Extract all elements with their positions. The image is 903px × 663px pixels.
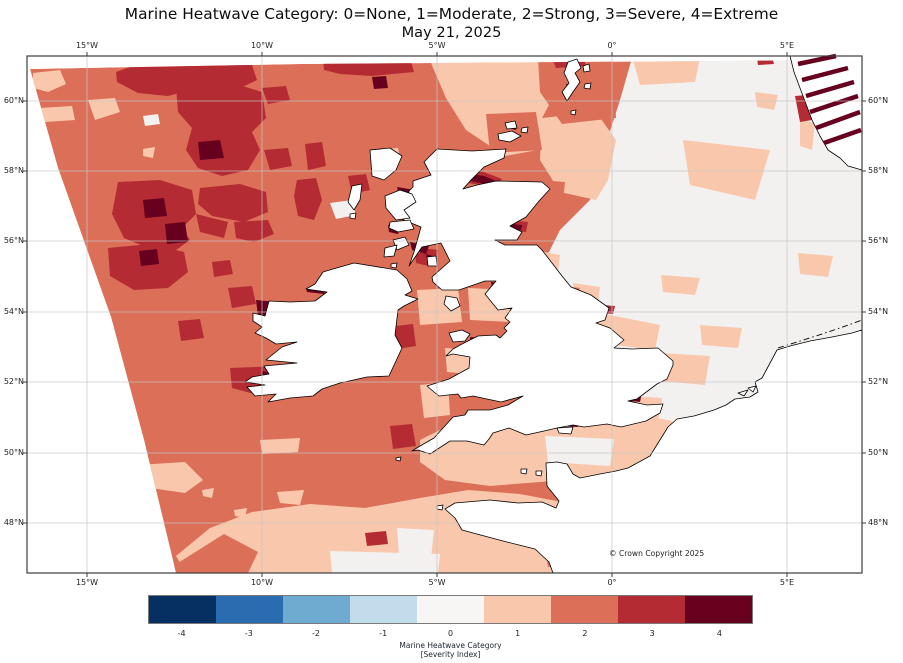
lat-tick-left: 52°N [3, 377, 24, 386]
colorbar-sublabel: [Severity Index] [420, 650, 481, 659]
colorbar-cell [484, 596, 551, 623]
lon-tick-bottom: 0° [607, 578, 617, 587]
colorbar-tick: 4 [716, 629, 722, 638]
lat-tick-left: 48°N [3, 518, 24, 527]
lat-tick-left: 58°N [3, 166, 24, 175]
map-norway-fjords [797, 53, 862, 146]
copyright-note: © Crown Copyright 2025 [609, 549, 705, 558]
colorbar-cell [618, 596, 685, 623]
colorbar-cell [216, 596, 283, 623]
colorbar-tick: -1 [379, 629, 388, 638]
lat-tick-right: 48°N [868, 518, 889, 527]
colorbar-tick: 2 [582, 629, 588, 638]
lat-tick-right: 54°N [868, 307, 889, 316]
colorbar-cell [685, 596, 752, 623]
map-land-continent [444, 329, 863, 574]
lat-tick-right: 50°N [868, 448, 889, 457]
colorbar-tick: -3 [244, 629, 253, 638]
colorbar-tick: 1 [515, 629, 521, 638]
colorbar-tick-labels: -4 -3 -2 -1 0 1 2 3 4 [148, 629, 753, 638]
lon-tick-bottom: 5°W [428, 578, 446, 587]
figure-title: Marine Heatwave Category: 0=None, 1=Mode… [124, 5, 779, 23]
lat-tick-left: 50°N [3, 448, 24, 457]
colorbar-cell [551, 596, 618, 623]
axis-tick-marks [23, 52, 866, 577]
lon-tick-top: 15°W [75, 41, 99, 50]
lat-tick-right: 58°N [868, 166, 889, 175]
lat-tick-left: 56°N [3, 236, 24, 245]
lon-tick-top: 5°W [428, 41, 446, 50]
lon-tick-bottom: 15°W [75, 578, 99, 587]
lon-tick-top: 0° [607, 41, 617, 50]
map-gridlines [27, 56, 862, 573]
lon-tick-bottom: 5°E [779, 578, 795, 587]
lon-tick-bottom: 10°W [250, 578, 274, 587]
colorbar-cell [417, 596, 484, 623]
map-frame [26, 55, 863, 574]
colorbar-tick: 0 [447, 629, 454, 638]
colorbar-cell [149, 596, 216, 623]
map-land-great-britain [393, 148, 674, 455]
colorbar-cell [350, 596, 417, 623]
colorbar [148, 595, 753, 624]
figure-subtitle: May 21, 2025 [401, 24, 502, 41]
lat-tick-right: 56°N [868, 236, 889, 245]
lat-tick-right: 52°N [868, 377, 889, 386]
lon-tick-top: 10°W [250, 41, 274, 50]
colorbar-label: Marine Heatwave Category [399, 641, 502, 650]
colorbar-tick: -2 [312, 629, 321, 638]
colorbar-cell [283, 596, 350, 623]
colorbar-tick: 3 [649, 629, 655, 638]
lat-tick-left: 54°N [3, 307, 24, 316]
map-land-islands [347, 58, 757, 511]
lon-tick-top: 5°E [779, 41, 795, 50]
map-land-ireland [244, 262, 419, 403]
lat-tick-left: 60°N [3, 96, 24, 105]
lat-tick-right: 60°N [868, 96, 889, 105]
colorbar-tick: -4 [177, 629, 186, 638]
